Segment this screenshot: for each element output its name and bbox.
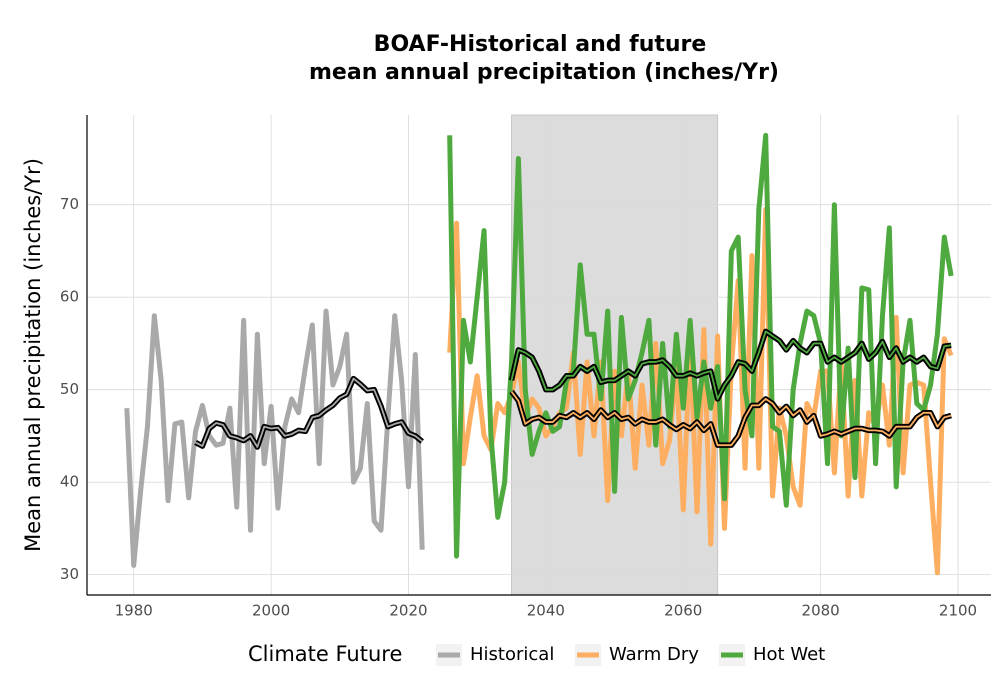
x-tick-label: 2100 <box>939 602 977 620</box>
x-tick-label: 2020 <box>389 602 427 620</box>
x-tick-label: 2060 <box>664 602 702 620</box>
x-tick-label: 2000 <box>252 602 290 620</box>
y-tick-label: 70 <box>60 195 79 213</box>
y-tick-label: 30 <box>60 565 79 583</box>
legend-label: Hot Wet <box>753 644 825 665</box>
legend-label: Historical <box>470 644 554 665</box>
plot-area <box>87 114 991 596</box>
y-axis-title: Mean annual precipitation (inches/Yr) <box>21 158 45 552</box>
x-tick-label: 2080 <box>802 602 840 620</box>
smooth-line <box>195 377 423 448</box>
smooth-line <box>510 330 952 400</box>
legend-label: Warm Dry <box>609 644 699 665</box>
legend: Climate Future Historical Warm Dry Hot Wet <box>248 642 825 666</box>
x-tick-label: 2040 <box>527 602 565 620</box>
y-tick-label: 50 <box>60 380 79 398</box>
legend-title: Climate Future <box>248 642 402 666</box>
smooth-line <box>510 390 952 447</box>
chart-title: mean annual precipitation (inches/Yr) <box>309 60 779 85</box>
y-tick-label: 60 <box>60 288 79 306</box>
x-tick-label: 1980 <box>115 602 153 620</box>
series-line <box>124 308 425 568</box>
series-line <box>447 206 954 576</box>
series-line <box>447 132 954 559</box>
y-tick-label: 40 <box>60 473 79 491</box>
chart-title: BOAF-Historical and future <box>374 32 707 57</box>
